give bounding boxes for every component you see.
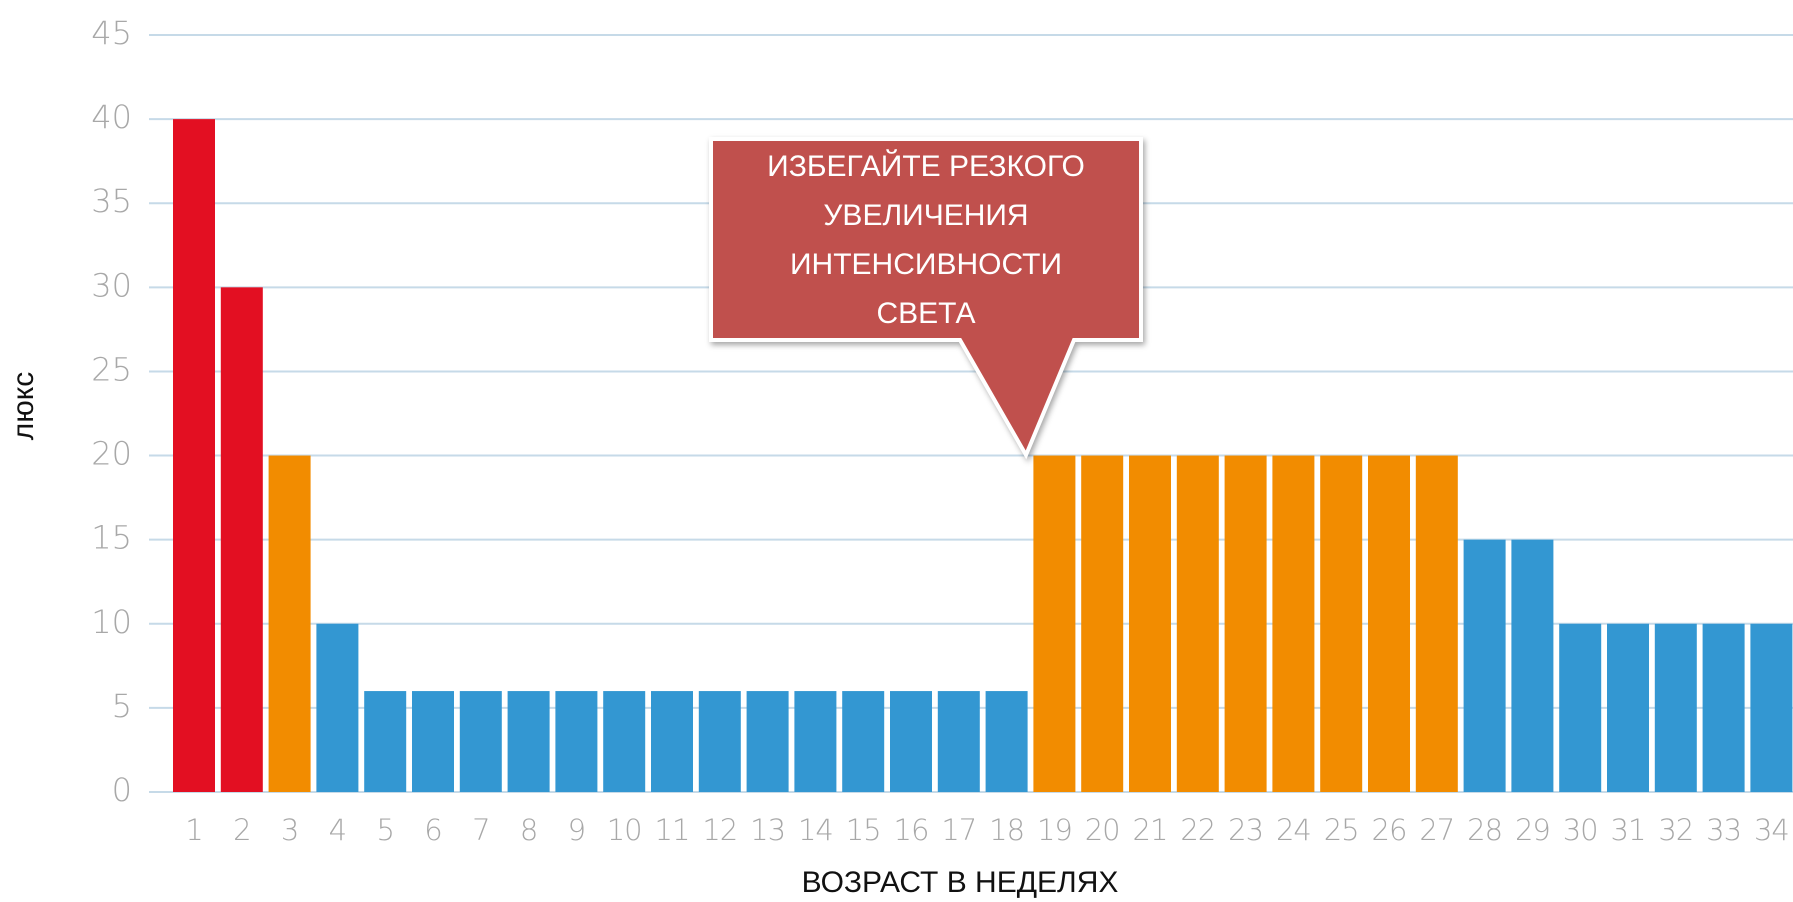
bar [603,691,646,792]
bar [794,691,837,792]
x-tick-label: 18 [989,813,1024,847]
x-tick-label: 4 [329,813,346,847]
y-tick-label: 25 [91,350,132,388]
bar [316,623,359,792]
annotation-text: СВЕТА [876,297,975,330]
x-tick-label: 16 [894,813,929,847]
bar [842,691,885,792]
x-tick-label: 26 [1372,813,1407,847]
bar [268,455,311,792]
bar [937,691,980,792]
bar [1415,455,1458,792]
x-tick-label: 24 [1276,813,1311,847]
x-tick-label: 13 [750,813,785,847]
x-tick-label: 34 [1754,813,1789,847]
bar [1750,623,1793,792]
x-tick-label: 25 [1324,813,1359,847]
bar [1654,623,1697,792]
bar [1368,455,1410,792]
bar [1176,455,1219,792]
bar [985,691,1028,792]
bar [651,691,693,792]
x-tick-label: 32 [1658,813,1693,847]
x-tick-label: 28 [1467,813,1502,847]
bar [1702,623,1745,792]
x-tick-label: 8 [520,813,537,847]
x-tick-label: 27 [1419,813,1454,847]
x-tick-label: 11 [655,813,690,847]
bar [1272,455,1315,792]
x-tick-label: 31 [1611,813,1646,847]
bar [1033,455,1076,792]
x-tick-label: 12 [702,813,737,847]
y-axis-title: люкс [7,372,40,440]
bar [746,691,789,792]
x-tick-label: 23 [1228,813,1263,847]
x-tick-label: 30 [1563,813,1598,847]
y-tick-label: 30 [91,266,132,304]
bar [1607,623,1649,792]
bar [364,691,407,792]
x-axis-title: ВОЗРАСТ В НЕДЕЛЯХ [802,866,1119,899]
annotation-box [709,137,1143,460]
x-tick-label: 29 [1515,813,1550,847]
y-tick-label: 0 [112,771,132,809]
x-tick-label: 9 [568,813,585,847]
x-tick-label: 20 [1085,813,1120,847]
bar [412,691,454,792]
bar [220,287,263,792]
y-tick-label: 35 [91,182,132,220]
bar [459,691,502,792]
y-tick-label: 20 [91,435,132,473]
annotation-text: ИЗБЕГАЙТЕ РЕЗКОГО [767,149,1085,183]
bar [173,119,215,793]
x-tick-label: 6 [424,813,441,847]
y-tick-label: 15 [91,519,132,557]
x-tick-label: 3 [281,813,298,847]
x-tick-label: 1 [185,813,202,847]
x-tick-label: 17 [941,813,976,847]
x-tick-label: 21 [1133,813,1168,847]
bar [1129,455,1171,792]
x-tick-label: 10 [607,813,642,847]
y-tick-label: 45 [91,14,132,52]
annotation-text: ИНТЕНСИВНОСТИ [790,248,1062,281]
bar [507,691,550,792]
bar [1511,539,1554,792]
x-tick-label: 15 [846,813,881,847]
x-tick-label: 7 [472,813,489,847]
x-tick-label: 2 [233,813,250,847]
bar [1463,539,1506,792]
y-tick-label: 10 [91,603,132,641]
bar [698,691,741,792]
x-tick-label: 19 [1037,813,1072,847]
y-tick-label: 5 [112,687,132,725]
bar [1320,455,1363,792]
bar [890,691,932,792]
bar [555,691,598,792]
bar [1559,623,1602,792]
x-tick-label: 22 [1180,813,1215,847]
bar [1081,455,1124,792]
x-tick-label: 14 [798,813,833,847]
annotation-text: УВЕЛИЧЕНИЯ [823,199,1028,232]
bar [1224,455,1267,792]
x-tick-label: 5 [376,813,393,847]
y-tick-label: 40 [91,98,132,136]
annotation: ИЗБЕГАЙТЕ РЕЗКОГО УВЕЛИЧЕНИЯ ИНТЕНСИВНОСТИ… [709,137,1143,460]
x-tick-label: 33 [1706,813,1741,847]
